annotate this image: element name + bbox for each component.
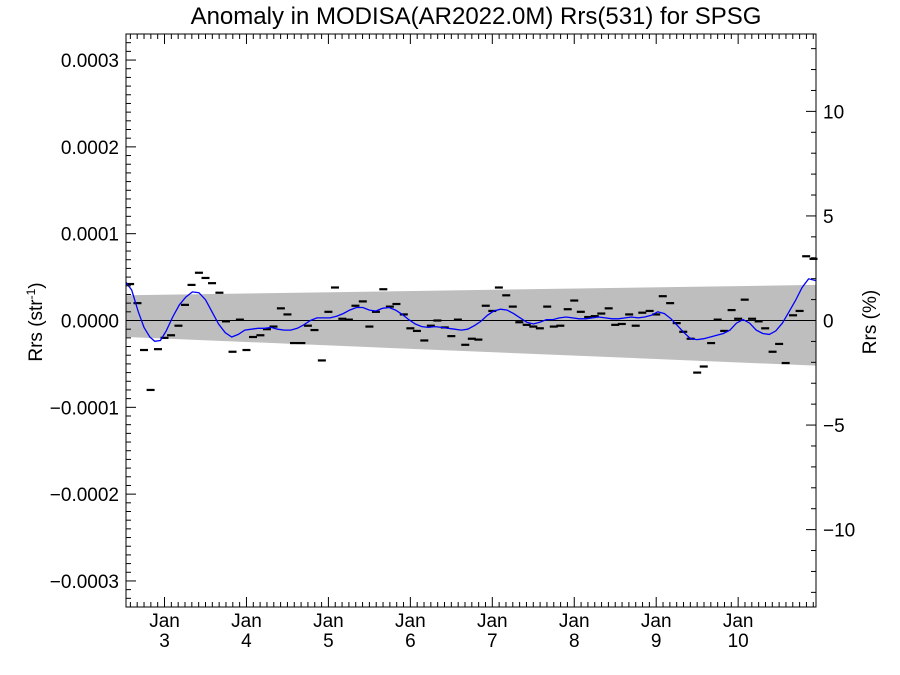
y-right-tick-label-3: −5 — [823, 416, 845, 437]
y-left-tick-label-5: −0.0002 — [50, 485, 119, 506]
y-right-tick-label-4: −10 — [823, 521, 855, 542]
y-axis-right-label: Rrs (%) — [860, 290, 881, 354]
smoothed-line — [125, 278, 817, 342]
y-right-tick-label-2: 0 — [823, 312, 834, 333]
x-tick-label-top-0: Jan — [149, 611, 180, 632]
x-tick-label-top-6: Jan — [641, 611, 672, 632]
y-right-tick-label-1: 5 — [823, 207, 834, 228]
y-left-tick-label-6: −0.0003 — [50, 572, 119, 593]
x-tick-label-top-7: Jan — [723, 611, 754, 632]
x-tick-label-top-3: Jan — [395, 611, 426, 632]
y-left-tick-label-0: 0.0003 — [61, 51, 119, 72]
x-tick-label-bottom-3: 6 — [405, 631, 416, 652]
band-area — [126, 284, 816, 366]
x-tick-label-bottom-5: 8 — [569, 631, 580, 652]
chart-title: Anomaly in MODISA(AR2022.0M) Rrs(531) fo… — [191, 3, 762, 30]
x-tick-label-bottom-0: 3 — [159, 631, 170, 652]
data-series — [125, 255, 818, 392]
y-left-tick-label-1: 0.0002 — [61, 138, 119, 159]
y-left-tick-label-2: 0.0001 — [61, 225, 119, 246]
x-tick-label-bottom-6: 9 — [651, 631, 662, 652]
x-tick-label-top-5: Jan — [559, 611, 590, 632]
uncertainty-band — [126, 284, 816, 366]
x-tick-label-bottom-7: 10 — [728, 631, 749, 652]
y-axis-left-label: Rrs (str-1) — [24, 282, 47, 361]
x-tick-label-bottom-1: 4 — [241, 631, 252, 652]
x-tick-label-top-4: Jan — [477, 611, 508, 632]
y-axis-right: 10 5 0 −5 −10 — [806, 48, 855, 593]
x-tick-label-bottom-2: 5 — [323, 631, 334, 652]
y-axis-left: 0.0003 0.0002 0.0001 0.0000 −0.0001 −0.0002 −0… — [50, 33, 136, 608]
y-right-tick-label-0: 10 — [823, 102, 844, 123]
x-tick-label-top-1: Jan — [231, 611, 262, 632]
y-left-tick-label-4: −0.0001 — [50, 398, 119, 419]
y-left-tick-label-3: 0.0000 — [61, 312, 119, 333]
x-tick-label-bottom-4: 7 — [487, 631, 498, 652]
x-tick-label-top-2: Jan — [313, 611, 344, 632]
